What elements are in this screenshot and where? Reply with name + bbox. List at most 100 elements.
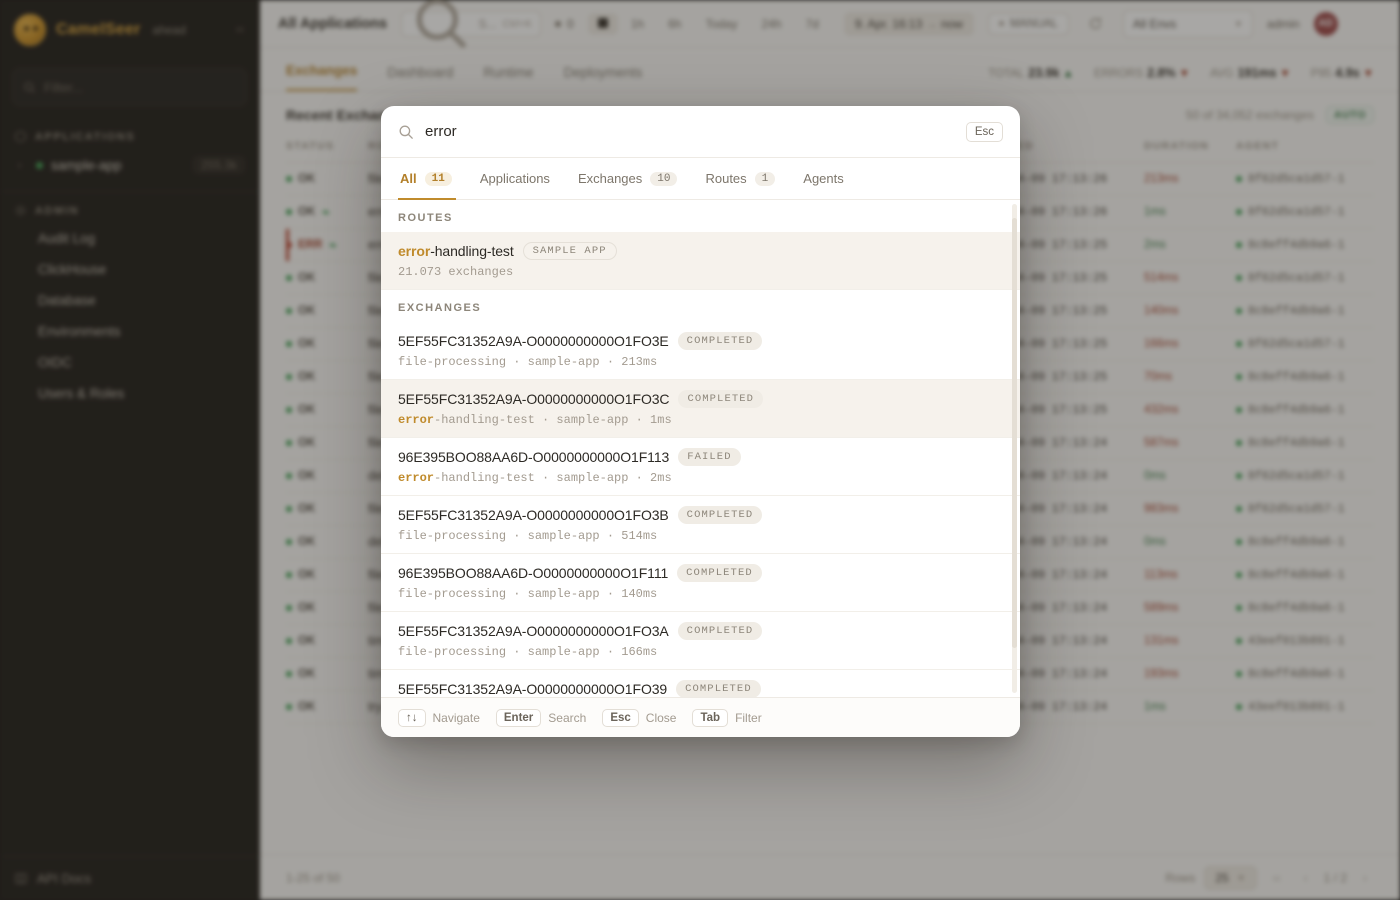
palette-tab-exchanges[interactable]: Exchanges 10 bbox=[564, 158, 692, 199]
stat-p95: P95 4.9s ▼ bbox=[1310, 66, 1374, 80]
cell-status: OK bbox=[286, 657, 368, 691]
sidebar-item-audit-log[interactable]: Audit Log bbox=[38, 231, 96, 246]
palette-tab-label: Applications bbox=[479, 171, 550, 186]
cell-duration: 1ms bbox=[1144, 690, 1236, 724]
palette-result-item[interactable]: error-handling-test SAMPLE APP 21.073 exch… bbox=[381, 232, 1020, 290]
sidebar-item-environments[interactable]: Environments bbox=[38, 324, 121, 339]
mode-label: MANUAL bbox=[1009, 17, 1058, 30]
search-icon bbox=[24, 81, 35, 93]
sidebar-item-api-docs[interactable]: API Docs bbox=[0, 856, 259, 900]
search-shortcut-hint: Ctrl+K bbox=[502, 17, 533, 30]
cell-agent: 8c8eff4db9a6-1 bbox=[1236, 294, 1374, 328]
mode-badge[interactable]: MANUAL bbox=[987, 12, 1069, 35]
cell-status: OK bbox=[286, 294, 368, 328]
tab-exchanges[interactable]: Exchanges bbox=[286, 63, 358, 91]
application-count: 255.3k bbox=[192, 156, 245, 174]
cell-status: OK bbox=[286, 162, 368, 196]
range-7d[interactable]: 7d bbox=[805, 16, 819, 31]
cell-status: ERR ❧ bbox=[286, 228, 368, 262]
palette-result-item[interactable]: 5EF55FC31352A9A-O0000000000O1FO3C COMPLET… bbox=[381, 380, 1020, 438]
scope-title: All Applications bbox=[278, 15, 388, 32]
cell-duration: 113ms bbox=[1144, 558, 1236, 592]
shortcut-key: ↑↓ bbox=[398, 708, 426, 727]
sidebar-item-clickhouse[interactable]: ClickHouse bbox=[38, 262, 107, 277]
next-page-button[interactable]: › bbox=[1363, 870, 1367, 885]
result-title: 96E395BOO88AA6D-O0000000000O1F111 bbox=[398, 565, 669, 581]
pause-button[interactable] bbox=[587, 12, 618, 35]
palette-shortcut-hints: ↑↓ Navigate Enter Search Esc Close Tab Filter bbox=[381, 697, 1020, 737]
cell-agent: 43eef013b891-1 bbox=[1236, 624, 1374, 658]
palette-result-item[interactable]: 5EF55FC31352A9A-O0000000000O1FO3B COMPLET… bbox=[381, 496, 1020, 554]
cell-status: OK bbox=[286, 492, 368, 526]
agent-dot-icon bbox=[1236, 605, 1242, 611]
sidebar: CamelSeer ahead ‹‹ Filter... APPLICATION… bbox=[0, 0, 260, 900]
palette-search-input[interactable]: error bbox=[425, 123, 457, 140]
sidebar-divider bbox=[0, 191, 259, 192]
refresh-button[interactable] bbox=[1083, 11, 1109, 37]
palette-result-item[interactable]: 5EF55FC31352A9A-O0000000000O1FO3E COMPLET… bbox=[381, 322, 1020, 380]
agent-dot-icon bbox=[1236, 572, 1242, 578]
brand[interactable]: CamelSeer ahead ‹‹ bbox=[0, 0, 259, 60]
result-badge: COMPLETED bbox=[677, 332, 763, 350]
rows-per-page-label: Rows bbox=[1165, 870, 1196, 885]
status-dot-icon bbox=[286, 539, 292, 545]
sidebar-item-database[interactable]: Database bbox=[38, 293, 96, 308]
col-duration[interactable]: DURATION bbox=[1144, 132, 1236, 163]
result-badge: COMPLETED bbox=[677, 564, 762, 582]
palette-group-heading: ROUTES bbox=[398, 212, 453, 224]
palette-search-bar[interactable]: error Esc bbox=[381, 106, 1020, 158]
cell-status: OK bbox=[286, 459, 368, 493]
brand-suffix: ahead bbox=[152, 23, 186, 37]
time-range-display[interactable]: 9. Apr. 16:13 → now bbox=[843, 11, 974, 36]
sidebar-item-users-roles[interactable]: Users & Roles bbox=[38, 386, 125, 401]
tab-deployments[interactable]: Deployments bbox=[563, 65, 643, 80]
sidebar-item-oidc[interactable]: OIDC bbox=[38, 355, 72, 370]
global-search-input[interactable]: S... Ctrl+K bbox=[401, 0, 542, 49]
col-agent[interactable]: AGENT bbox=[1236, 132, 1374, 163]
table-count: 50 of 34,052 exchanges bbox=[1185, 108, 1315, 122]
time-range-group: 1h 6h Today 24h 7d bbox=[587, 12, 830, 35]
sidebar-item-sample-app[interactable]: › sample-app 255.3k bbox=[0, 149, 259, 181]
palette-scrollbar-thumb[interactable] bbox=[1012, 218, 1017, 648]
palette-tab-all[interactable]: All 11 bbox=[398, 158, 466, 200]
col-status[interactable]: STATUS bbox=[286, 132, 368, 163]
palette-tab-agents[interactable]: Agents bbox=[789, 158, 857, 199]
tab-dashboard[interactable]: Dashboard bbox=[387, 65, 454, 80]
refresh-icon bbox=[1090, 17, 1102, 29]
palette-result-item[interactable]: 5EF55FC31352A9A-O0000000000O1FO3A COMPLET… bbox=[381, 612, 1020, 670]
sidebar-filter-input[interactable]: Filter... bbox=[12, 68, 247, 106]
range-1h[interactable]: 1h bbox=[630, 16, 645, 31]
palette-group-heading: EXCHANGES bbox=[398, 302, 482, 314]
gear-icon bbox=[15, 205, 26, 216]
environment-select[interactable]: All Envs ▼ bbox=[1122, 9, 1253, 38]
range-today[interactable]: Today bbox=[705, 16, 738, 31]
first-page-button[interactable]: ‹‹ bbox=[1272, 870, 1281, 885]
palette-result-item[interactable]: 96E395BOO88AA6D-O0000000000O1F113 FAILED e… bbox=[381, 438, 1020, 496]
range-24h[interactable]: 24h bbox=[761, 16, 782, 31]
status-dot-icon bbox=[286, 473, 292, 479]
palette-tab-routes[interactable]: Routes 1 bbox=[691, 158, 789, 199]
palette-tab-applications[interactable]: Applications bbox=[466, 158, 564, 199]
live-counter: 0 bbox=[555, 17, 574, 31]
palette-result-item[interactable]: 96E395BOO88AA6D-O0000000000O1F111 COMPLET… bbox=[381, 554, 1020, 612]
agent-dot-icon bbox=[1236, 374, 1242, 380]
palette-result-item[interactable]: 5EF55FC31352A9A-O0000000000O1FO39 COMPLET… bbox=[381, 670, 1020, 697]
prev-page-button[interactable]: ‹ bbox=[1303, 870, 1308, 885]
agent-dot-icon bbox=[1236, 539, 1242, 545]
command-palette: error Esc All 11 Applications Exchanges 10 Ro… bbox=[381, 106, 1020, 737]
agent-dot-icon bbox=[1236, 473, 1242, 479]
avatar[interactable]: AD bbox=[1313, 11, 1338, 36]
cell-duration: 213ms bbox=[1144, 162, 1236, 196]
palette-esc-button[interactable]: Esc bbox=[965, 121, 1003, 142]
live-dot-icon bbox=[555, 20, 562, 27]
status-dot-icon bbox=[286, 671, 292, 677]
auto-refresh-badge[interactable]: AUTO bbox=[1326, 106, 1374, 124]
table-header-bar: Recent Exchanges 50 of 34,052 exchanges … bbox=[260, 92, 1400, 132]
tab-runtime[interactable]: Runtime bbox=[483, 65, 534, 80]
palette-results-scroll[interactable]: ROUTES error-handling-test SAMPLE APP 21.07… bbox=[381, 200, 1020, 697]
rows-per-page-select[interactable]: 25 ▼ bbox=[1204, 865, 1257, 890]
sidebar-collapse-icon[interactable]: ‹‹ bbox=[236, 22, 244, 36]
result-badge: SAMPLE APP bbox=[522, 242, 617, 260]
range-6h[interactable]: 6h bbox=[668, 16, 682, 31]
mode-dot-icon bbox=[998, 21, 1004, 26]
